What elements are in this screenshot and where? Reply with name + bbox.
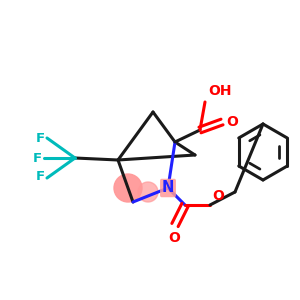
Text: N: N xyxy=(162,181,174,196)
Text: F: F xyxy=(33,152,42,164)
Text: O: O xyxy=(212,189,224,203)
Circle shape xyxy=(138,182,158,202)
Text: O: O xyxy=(226,115,238,129)
Text: O: O xyxy=(168,231,180,245)
Text: F: F xyxy=(36,170,45,184)
Circle shape xyxy=(114,174,142,202)
Text: OH: OH xyxy=(208,84,232,98)
Text: F: F xyxy=(36,133,45,146)
